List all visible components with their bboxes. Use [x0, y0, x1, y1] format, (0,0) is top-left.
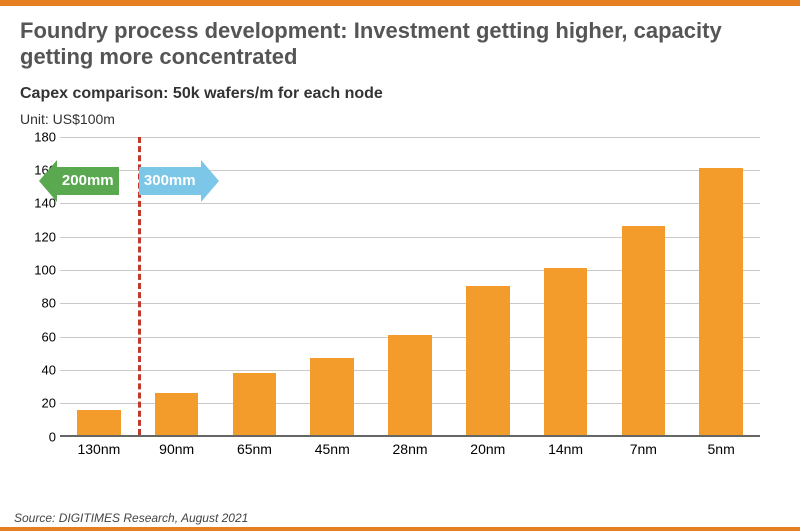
x-tick-label: 45nm	[293, 441, 371, 457]
arrow-head-icon	[201, 160, 219, 202]
unit-label: Unit: US$100m	[20, 111, 780, 127]
bar	[622, 226, 666, 434]
bottom-accent-bar	[0, 527, 800, 531]
chart: 020406080100120140160180 200mm300mm 130n…	[20, 127, 780, 487]
y-tick-label: 20	[20, 396, 56, 411]
y-tick-label: 40	[20, 363, 56, 378]
chart-title: Foundry process development: Investment …	[20, 18, 780, 71]
arrow-head-icon	[39, 160, 57, 202]
plot-area: 200mm 300mm	[60, 137, 760, 437]
bar	[310, 358, 354, 435]
bar	[699, 168, 743, 435]
x-tick-label: 90nm	[138, 441, 216, 457]
y-tick-label: 80	[20, 296, 56, 311]
arrow-200mm: 200mm	[57, 167, 137, 195]
x-tick-label: 28nm	[371, 441, 449, 457]
x-tick-label: 65nm	[216, 441, 294, 457]
bar	[544, 268, 588, 435]
wafer-size-arrows: 200mm 300mm	[60, 149, 760, 199]
arrow-300mm: 300mm	[139, 167, 219, 195]
bar	[388, 335, 432, 435]
chart-subtitle: Capex comparison: 50k wafers/m for each …	[20, 85, 780, 103]
arrow-300mm-label: 300mm	[139, 167, 201, 195]
y-tick-label: 0	[20, 429, 56, 444]
x-tick-label: 7nm	[604, 441, 682, 457]
content: Foundry process development: Investment …	[0, 6, 800, 487]
arrow-200mm-label: 200mm	[57, 167, 119, 195]
x-axis-labels: 130nm90nm65nm45nm28nm20nm14nm7nm5nm	[60, 441, 760, 457]
x-tick-label: 20nm	[449, 441, 527, 457]
x-tick-label: 14nm	[527, 441, 605, 457]
bar	[466, 286, 510, 434]
y-tick-label: 120	[20, 229, 56, 244]
bar	[233, 373, 277, 435]
y-tick-label: 100	[20, 263, 56, 278]
bar	[77, 410, 121, 435]
x-tick-label: 130nm	[60, 441, 138, 457]
x-tick-label: 5nm	[682, 441, 760, 457]
source-attribution: Source: DIGITIMES Research, August 2021	[14, 511, 248, 525]
y-tick-label: 180	[20, 129, 56, 144]
y-tick-label: 60	[20, 329, 56, 344]
bar	[155, 393, 199, 435]
